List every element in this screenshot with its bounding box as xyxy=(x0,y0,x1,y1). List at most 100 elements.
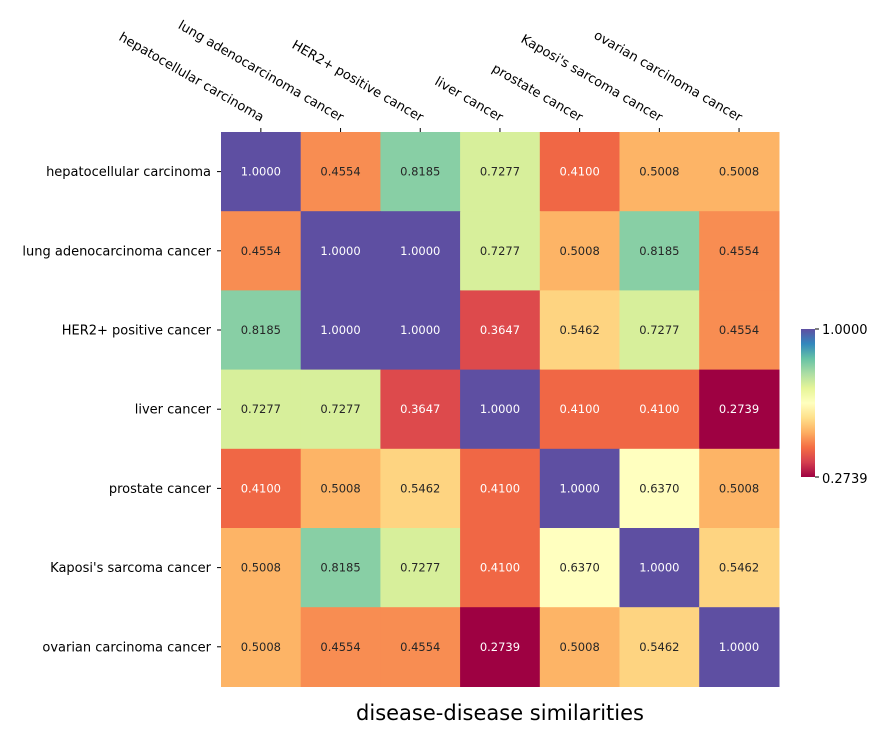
heatmap-cell-label: 1.0000 xyxy=(719,640,759,654)
colorbar-label-min: 0.2739 xyxy=(822,472,868,487)
y-tick-label: hepatocellular carcinoma xyxy=(46,165,211,180)
heatmap-cell xyxy=(300,528,381,608)
heatmap-cell xyxy=(539,607,621,687)
heatmap-cell-label: 0.3647 xyxy=(400,402,440,416)
heatmap-cell-label: 0.5008 xyxy=(241,640,281,654)
heatmap-cell xyxy=(619,448,700,529)
heatmap-cell-label: 0.5008 xyxy=(560,244,600,258)
y-tick-label: liver cancer xyxy=(135,403,212,418)
x-tick-label: Kaposi's sarcoma cancer xyxy=(518,32,665,126)
heatmap-cell-label: 0.5008 xyxy=(639,165,679,179)
heatmap-cell xyxy=(221,211,302,291)
heatmap-cell xyxy=(539,290,621,371)
heatmap-cell-label: 0.8185 xyxy=(241,323,281,337)
heatmap-cell xyxy=(221,607,302,687)
heatmap-cell xyxy=(221,448,302,529)
heatmap-cell xyxy=(539,132,621,212)
heatmap-cell xyxy=(380,607,461,687)
chart-title: disease-disease similarities xyxy=(356,701,644,725)
heatmap-cell-label: 0.6370 xyxy=(560,561,600,575)
colorbar-label-max: 1.0000 xyxy=(822,323,868,338)
heatmap-cell xyxy=(460,211,541,291)
heatmap-cell-label: 0.4100 xyxy=(560,402,600,416)
heatmap-cell-label: 1.0000 xyxy=(560,481,600,495)
y-axis-ticks: hepatocellular carcinoma lung adenocarcin… xyxy=(22,165,221,655)
heatmap-cell xyxy=(300,369,381,450)
heatmap-cell-label: 1.0000 xyxy=(480,402,520,416)
heatmap-cell-label: 0.3647 xyxy=(480,323,520,337)
heatmap-cell xyxy=(619,369,700,450)
heatmap-cell xyxy=(300,448,381,529)
heatmap-cell-label: 0.4100 xyxy=(560,165,600,179)
heatmap-cell xyxy=(539,448,621,529)
x-tick-label: HER2+ positive cancer xyxy=(289,38,426,126)
heatmap-cell-label: 0.2739 xyxy=(480,640,520,654)
heatmap-cell-label: 0.2739 xyxy=(719,402,759,416)
heatmap-cell-label: 0.7277 xyxy=(400,561,440,575)
heatmap-cell xyxy=(380,528,461,608)
heatmap-cell-label: 0.7277 xyxy=(320,402,360,416)
heatmap-cell xyxy=(380,290,461,371)
heatmap-cell-label: 0.4554 xyxy=(719,323,759,337)
heatmap-cell xyxy=(539,528,621,608)
heatmap-cell-labels: 1.0000 0.4554 0.8185 0.7277 0.4100 0.5008 0.50… xyxy=(241,165,759,654)
heatmap-cell xyxy=(539,211,621,291)
y-tick-label: prostate cancer xyxy=(109,482,212,497)
heatmap-cell xyxy=(221,369,302,450)
x-tick-label: hepatocellular carcinoma xyxy=(116,30,266,125)
heatmap-cell-label: 1.0000 xyxy=(400,323,440,337)
heatmap-cell xyxy=(699,607,780,687)
heatmap-cell-label: 1.0000 xyxy=(639,561,679,575)
colorbar-gradient xyxy=(801,329,815,477)
heatmap-cell xyxy=(380,448,461,529)
heatmap-cell xyxy=(221,528,302,608)
heatmap-cell xyxy=(699,132,780,212)
heatmap-cell xyxy=(619,607,700,687)
heatmap-cell xyxy=(460,528,541,608)
heatmap-cell-label: 0.4554 xyxy=(400,640,440,654)
heatmap-cell-label: 0.4554 xyxy=(320,165,360,179)
heatmap-cell-label: 0.7277 xyxy=(480,165,520,179)
heatmap-cell-label: 1.0000 xyxy=(400,244,440,258)
heatmap-cell xyxy=(460,132,541,212)
heatmap-cell-label: 0.5008 xyxy=(719,165,759,179)
heatmap-cell-label: 0.8185 xyxy=(400,165,440,179)
heatmap-cell-label: 0.4554 xyxy=(719,244,759,258)
heatmap-cell xyxy=(619,290,700,371)
heatmap-cell xyxy=(380,369,461,450)
heatmap-cell xyxy=(460,369,541,450)
x-tick-label: ovarian carcinoma cancer xyxy=(591,28,745,126)
heatmap-cell xyxy=(460,448,541,529)
y-tick-label: ovarian carcinoma cancer xyxy=(42,640,211,655)
heatmap-cell-label: 0.5462 xyxy=(719,561,759,575)
heatmap-cell xyxy=(221,132,302,212)
heatmap-cell xyxy=(380,132,461,212)
heatmap-cell xyxy=(619,528,700,608)
heatmap-cell-label: 0.4100 xyxy=(480,561,520,575)
heatmap-cell-label: 0.5008 xyxy=(719,481,759,495)
heatmap-cell-label: 0.7277 xyxy=(639,323,679,337)
heatmap-cell xyxy=(460,607,541,687)
heatmap-cell-label: 0.6370 xyxy=(639,481,679,495)
heatmap-cell-label: 0.7277 xyxy=(241,402,281,416)
heatmap-cells xyxy=(221,132,780,687)
heatmap-cell-label: 1.0000 xyxy=(241,165,281,179)
heatmap-cell-label: 1.0000 xyxy=(320,244,360,258)
heatmap-cell xyxy=(619,211,700,291)
heatmap-cell xyxy=(699,528,780,608)
heatmap-cell xyxy=(699,211,780,291)
heatmap-cell-label: 0.7277 xyxy=(480,244,520,258)
heatmap-cell xyxy=(699,290,780,371)
heatmap-cell-label: 0.5462 xyxy=(400,481,440,495)
heatmap-cell xyxy=(539,369,621,450)
heatmap-cell-label: 1.0000 xyxy=(320,323,360,337)
heatmap-cell-label: 0.5008 xyxy=(241,561,281,575)
heatmap-cell-label: 0.5008 xyxy=(320,481,360,495)
y-tick-label: HER2+ positive cancer xyxy=(62,324,212,339)
heatmap-cell-label: 0.4100 xyxy=(639,402,679,416)
heatmap-cell xyxy=(699,369,780,450)
heatmap-cell-label: 0.5462 xyxy=(560,323,600,337)
heatmap-cell-label: 0.8185 xyxy=(639,244,679,258)
